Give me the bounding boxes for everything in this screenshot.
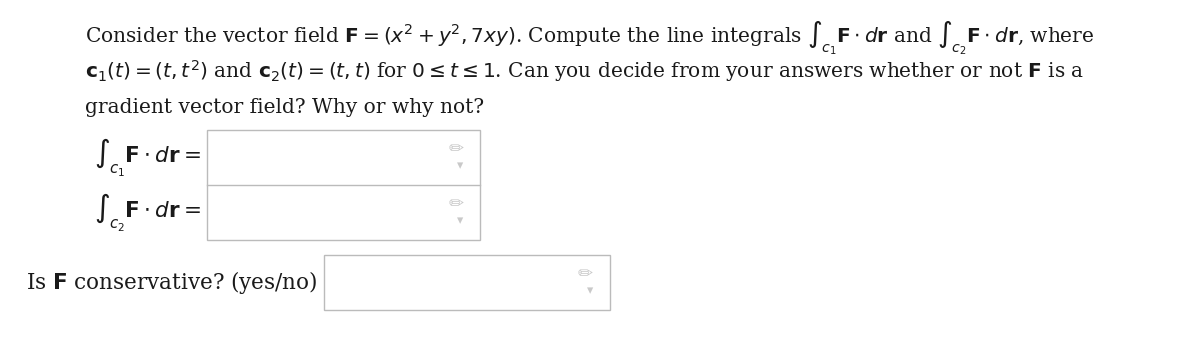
Text: Consider the vector field $\mathbf{F} = (x^2 + y^2, 7xy)$. Compute the line inte: Consider the vector field $\mathbf{F} = … [85,18,1094,57]
Text: $\int_{c_2} \mathbf{F} \cdot d\mathbf{r} =$: $\int_{c_2} \mathbf{F} \cdot d\mathbf{r}… [94,191,200,234]
Bar [208,130,480,240]
Text: ▾: ▾ [587,284,593,297]
Bar [324,255,610,310]
Text: ▾: ▾ [457,159,463,172]
Text: $\mathbf{c}_1(t) = (t, t^2)$ and $\mathbf{c}_2(t) = (t, t)$ for $0 \leq t \leq 1: $\mathbf{c}_1(t) = (t, t^2)$ and $\mathb… [85,58,1084,84]
Text: ✏: ✏ [577,265,593,284]
Text: Is $\mathbf{F}$ conservative? (yes/no): Is $\mathbf{F}$ conservative? (yes/no) [25,269,317,296]
Text: ▾: ▾ [457,214,463,227]
Text: $\int_{c_1} \mathbf{F} \cdot d\mathbf{r} =$: $\int_{c_1} \mathbf{F} \cdot d\mathbf{r}… [94,136,200,179]
Text: ✏: ✏ [448,141,463,158]
Text: gradient vector field? Why or why not?: gradient vector field? Why or why not? [85,98,484,117]
Text: ✏: ✏ [448,196,463,213]
